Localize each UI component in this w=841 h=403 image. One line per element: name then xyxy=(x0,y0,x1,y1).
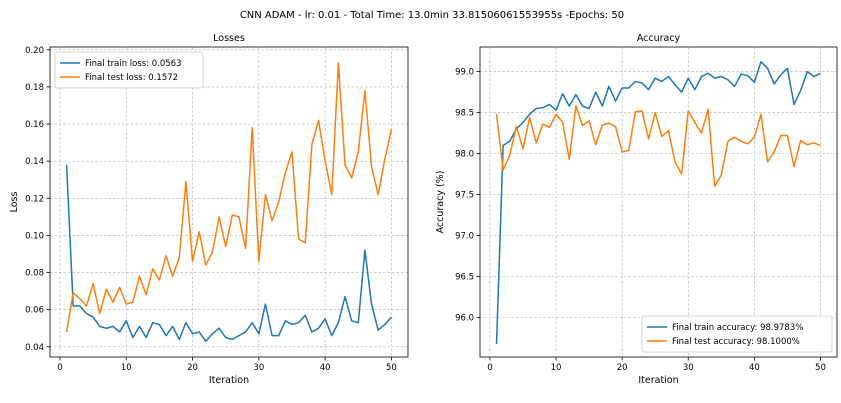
chart-1: 0 10 20 30 40 50 0.04 0.06 0.08 0.10 0.12 0.14 0.16 0… xyxy=(9,33,409,386)
series-line-1 xyxy=(65,164,392,342)
y-tick-label: 98.0 xyxy=(455,150,474,160)
x-tick-label: 30 xyxy=(253,363,264,373)
y-tick-label: 0.18 xyxy=(25,83,44,93)
chart-2: 0 10 20 30 40 50 96.0 96.5 97.0 97.5 98.0 98.5 99.0 A… xyxy=(435,33,838,386)
y-tick-label: 0.04 xyxy=(25,343,44,353)
y-axis-label: Loss xyxy=(9,192,20,213)
x-tick-label: 40 xyxy=(320,363,331,373)
legend-box xyxy=(54,51,204,89)
y-axis-label: Accuracy (%) xyxy=(435,171,446,234)
charts-container: 0 10 20 30 40 50 0.04 0.06 0.08 0.10 0.12 0.14 0.16 0… xyxy=(9,33,838,386)
series-line-1 xyxy=(495,61,821,344)
chart-title: Accuracy xyxy=(637,33,681,44)
x-tick-label: 50 xyxy=(386,363,397,373)
x-tick-label: 0 xyxy=(487,363,492,373)
legend-label-2: Final test accuracy: 98.1000% xyxy=(672,337,800,347)
y-tick-label: 96.0 xyxy=(455,314,474,324)
chart-title: Losses xyxy=(213,33,245,44)
x-tick-label: 50 xyxy=(815,363,826,373)
x-tick-label: 30 xyxy=(683,363,694,373)
x-axis-label: Iteration xyxy=(638,375,678,386)
legend-label-1: Final train accuracy: 98.9783% xyxy=(672,323,803,333)
series-line-2 xyxy=(65,62,393,333)
y-tick-label: 0.12 xyxy=(25,194,44,204)
y-tick-label: 0.06 xyxy=(25,306,44,316)
legend-label-2: Final test loss: 0.1572 xyxy=(85,73,178,83)
x-tick-label: 10 xyxy=(551,363,562,373)
x-tick-label: 40 xyxy=(749,363,760,373)
legend: Final train accuracy: 98.9783% Final test… xyxy=(641,315,833,353)
x-axis-label: Iteration xyxy=(209,375,249,386)
axes-frame xyxy=(479,46,838,358)
y-tick-label: 0.08 xyxy=(25,269,44,279)
x-tick-label: 20 xyxy=(617,363,628,373)
figure-title: CNN ADAM - lr: 0.01 - Total Time: 13.0mi… xyxy=(240,10,624,21)
y-tick-label: 0.20 xyxy=(25,46,44,56)
y-tick-label: 0.10 xyxy=(25,231,44,241)
y-tick-label: 99.0 xyxy=(455,68,474,78)
legend: Final train loss: 0.0563 Final test loss:… xyxy=(54,51,204,89)
x-tick-label: 0 xyxy=(57,363,62,373)
series-line-2 xyxy=(495,105,821,188)
y-tick-label: 97.5 xyxy=(455,191,474,201)
legend-box xyxy=(641,315,833,353)
x-tick-label: 10 xyxy=(121,363,132,373)
x-tick-label: 20 xyxy=(187,363,198,373)
y-tick-label: 98.5 xyxy=(455,109,474,119)
y-tick-label: 96.5 xyxy=(455,273,474,283)
y-tick-label: 0.16 xyxy=(25,120,44,130)
axes-frame xyxy=(49,46,409,358)
y-tick-label: 0.14 xyxy=(25,157,44,167)
legend-label-1: Final train loss: 0.0563 xyxy=(85,59,182,69)
y-tick-label: 97.0 xyxy=(455,232,474,242)
